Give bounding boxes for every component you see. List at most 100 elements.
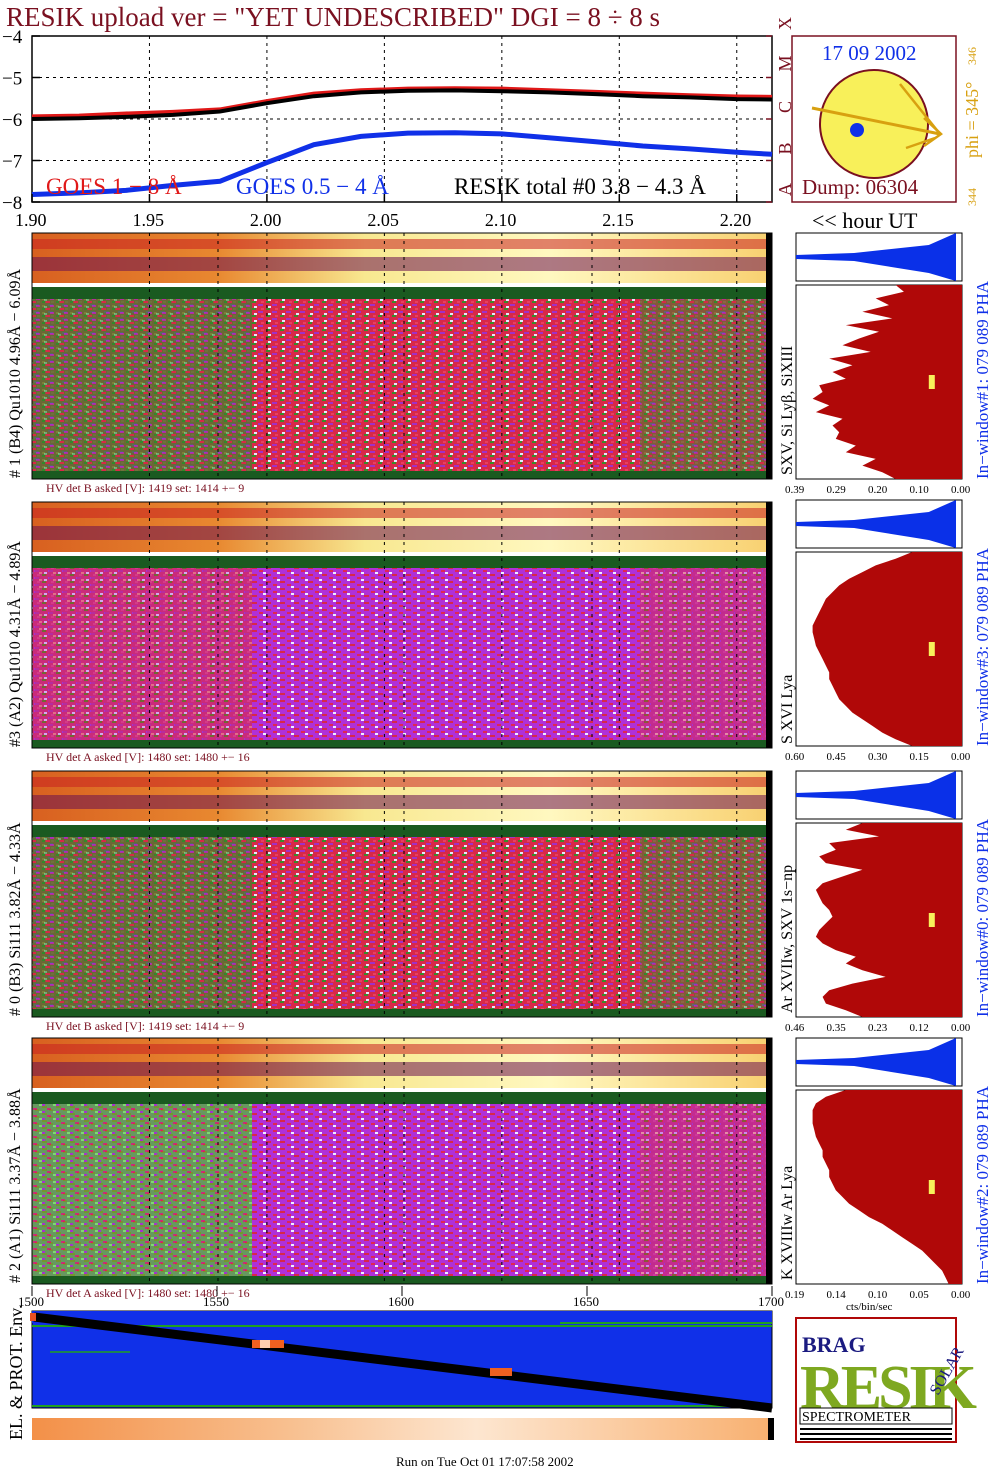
env-x-tick-label: 1700 (758, 1294, 784, 1309)
hv-status: HV det A asked [V]: 1480 set: 1480 +− 16 (46, 1286, 250, 1300)
spectrum-band-dark-stripe (32, 795, 772, 809)
heatmap-top-strip (32, 287, 772, 299)
detector-label: # 0 (B3) Si111 3.82Å − 4.33Å (6, 822, 24, 1016)
logo-bottom: SPECTROMETER (802, 1410, 912, 1425)
logo-fineprint-line-2 (800, 1433, 952, 1435)
lightcurve-panel: −4−5−6−7−8 1.90 1.95 2.00 2.05 2.10 2.15 2.20 … (2, 17, 918, 233)
page-title: RESIK upload ver = "YET UNDESCRIBED" DGI… (6, 2, 661, 32)
x-axis-label: << hour UT (812, 208, 918, 233)
pha-window-label: In−window#1: 079 089 PHA (973, 280, 992, 479)
sun-date: 17 09 2002 (822, 41, 917, 65)
env-x-tick-label: 1550 (203, 1294, 229, 1309)
band-separator (32, 552, 772, 556)
pha-tick-label: 0.29 (827, 484, 847, 496)
heatmap-bottom-strip (32, 471, 772, 479)
sun-disk (819, 69, 929, 179)
heatmap-right-region (640, 568, 772, 740)
env-marker-2 (490, 1368, 512, 1376)
heatmap-right-edge (766, 1038, 772, 1284)
pha-tick-label: 0.10 (868, 1289, 888, 1301)
environment-panel: 1500 1550 1600 1650 1700 EL. & PROT. Env. (6, 1286, 784, 1440)
heatmap-top-strip (32, 556, 772, 568)
hv-status: HV det A asked [V]: 1480 set: 1480 +− 16 (46, 750, 250, 764)
line-identification: Ar XVIIw, SXV 1s−np (779, 865, 796, 1013)
heatmap-right-region (640, 837, 772, 1009)
heatmap-right-region (640, 1104, 772, 1276)
sun-panel: 17 09 2002 Dump: 06304 phi = 345° 346 34… (791, 35, 982, 206)
logo-fineprint-line-3 (800, 1438, 952, 1440)
y-tick-label: −8 (2, 193, 22, 214)
y-tick-label: −7 (2, 152, 22, 173)
pha-red-histogram (812, 552, 962, 746)
pha-tick-label: 0.45 (827, 751, 847, 763)
pha-tick-label: 0.05 (910, 1289, 930, 1301)
env-x-tick-label: 1650 (573, 1294, 599, 1309)
band-separator (32, 1088, 772, 1092)
spectrum-band-dark-stripe (32, 1062, 772, 1076)
heatmap-right-edge (766, 502, 772, 748)
env-top-band (32, 1311, 772, 1323)
env-strip-end (768, 1418, 774, 1440)
logo-fineprint-line-1 (800, 1428, 952, 1430)
logo-bottom-bar (799, 1407, 953, 1425)
flare-location-marker (850, 123, 864, 137)
pha-tick-label: 0.46 (785, 1022, 805, 1034)
pha-tick-label: 0.00 (951, 484, 971, 496)
spectral-heatmaps: HV det B asked [V]: 1419 set: 1414 +− 9 #… (6, 232, 796, 1300)
lightcurve-series (31, 86, 773, 197)
pha-tick-label: 0.35 (827, 1022, 847, 1034)
pha-blue-profile (796, 1038, 956, 1086)
heatmap-top-strip (32, 825, 772, 837)
env-marker-start (30, 1313, 36, 1321)
spectrum-band-dark-stripe (32, 257, 772, 271)
spectrum-band-stripe (32, 508, 772, 518)
phi-arrow-line (811, 106, 941, 136)
legend-goes-short: GOES 0.5 − 4 Å (236, 174, 389, 199)
resik-logo: RESIK BRAG SOLAR SPECTROMETER (795, 1317, 981, 1443)
pha-tick-label: 0.14 (827, 1289, 847, 1301)
pha-tick-label: 0.00 (951, 751, 971, 763)
heatmap-right-edge (766, 233, 772, 479)
detector-label: # 1 (B4) Qu1010 4.96Å − 6.09Å (6, 269, 24, 478)
x-tick-label: 2.15 (602, 210, 634, 230)
phi-low-label: 344 (965, 188, 979, 206)
env-x-tick-label: 1500 (18, 1294, 44, 1309)
pha-tick-label: 0.19 (785, 1289, 805, 1301)
hv-status: HV det B asked [V]: 1419 set: 1414 +− 9 (46, 1019, 244, 1033)
pha-red-histogram (815, 823, 962, 1017)
band-separator (32, 283, 772, 287)
line-identification: S XVI Lya (779, 675, 796, 744)
footer-run-info: Run on Tue Oct 01 17:07:58 2002 (396, 1454, 574, 1469)
pha-window-marker (928, 1180, 935, 1194)
goes-class-label: B (775, 142, 795, 154)
line-identification: SXV, Si Lyβ, SiXIII (779, 346, 796, 475)
pha-tick-label: 0.12 (910, 1022, 929, 1034)
pha-window-marker (928, 913, 935, 927)
dump-number: Dump: 06304 (802, 175, 919, 199)
goes-class-label: C (775, 101, 795, 113)
heatmap-panel-2: HV det B asked [V]: 1419 set: 1414 +− 9 #… (6, 770, 796, 1033)
lightcurve-x-ticks: 1.90 1.95 2.00 2.05 2.10 2.15 2.20 (15, 194, 751, 230)
pha-tick-label: 0.10 (910, 484, 930, 496)
heatmap-panel-0: HV det B asked [V]: 1419 set: 1414 +− 9 #… (6, 232, 796, 495)
pha-blue-profile (796, 500, 956, 548)
spectrum-band-stripe (32, 239, 772, 249)
spectrum-band-dark-stripe (32, 526, 772, 540)
detector-label: #3 (A2) Qu1010 4.31Å − 4.89Å (6, 541, 24, 747)
x-tick-label: 2.05 (367, 210, 399, 230)
heatmap-left-region (32, 299, 252, 471)
lightcurve-grid (31, 36, 772, 202)
spectrum-band-stripe (32, 777, 772, 787)
y-tick-label: −6 (2, 110, 22, 131)
pha-window-marker (928, 642, 935, 656)
spectrum-band-stripe (32, 1044, 772, 1054)
x-tick-label: 1.90 (15, 210, 47, 230)
pha-tick-label: 0.20 (868, 484, 888, 496)
heatmap-bottom-strip (32, 1276, 772, 1284)
phi-arrow-head (923, 117, 943, 148)
hv-status: HV det B asked [V]: 1419 set: 1414 +− 9 (46, 481, 244, 495)
